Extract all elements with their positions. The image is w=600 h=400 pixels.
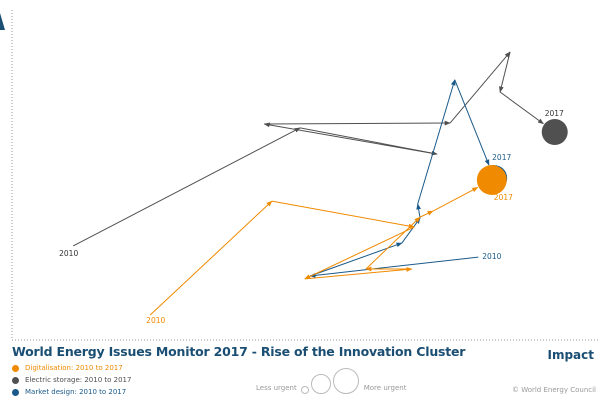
end-year-label: 2017	[494, 193, 513, 202]
trajectory-segment	[72, 127, 301, 247]
trajectory-segment	[401, 217, 421, 244]
legend-dot-icon	[12, 364, 19, 372]
legend-item-market-design: Market design: 2010 to 2017	[12, 386, 131, 398]
start-year-label: 2010	[482, 252, 501, 261]
end-bubble	[541, 119, 568, 145]
legend-dot-icon	[12, 388, 19, 396]
end-bubble	[476, 165, 507, 195]
trajectory-segment	[264, 120, 451, 126]
legend-label: Market design: 2010 to 2017	[25, 388, 127, 396]
legend-item-digitalisation: Digitalisation: 2010 to 2017	[12, 362, 131, 374]
chart-title: World Energy Issues Monitor 2017 - Rise …	[12, 344, 466, 359]
trajectory-segment	[263, 122, 438, 155]
series-1: 2010 2017	[59, 51, 568, 258]
end-year-label: 2017	[492, 153, 511, 162]
legend-label: Digitalisation: 2010 to 2017	[25, 364, 123, 372]
large-circle-icon	[332, 368, 359, 394]
legend-label: Electric storage: 2010 to 2017	[25, 376, 132, 384]
legend-dot-icon	[12, 376, 19, 384]
trajectory-segment	[499, 91, 544, 125]
start-year-label: 2010	[146, 316, 165, 325]
trajectory-segment	[416, 203, 421, 219]
series-0: 2010 2017	[146, 165, 513, 325]
trajectory-segment	[419, 210, 434, 218]
trajectory-segment	[449, 51, 511, 124]
trajectory-segment	[417, 79, 456, 205]
trajectory-segment	[271, 200, 415, 229]
trajectory-segment	[304, 267, 413, 280]
legend: Digitalisation: 2010 to 2017 Electric st…	[12, 362, 131, 398]
copyright: © World Energy Council	[511, 386, 596, 394]
trajectory-segment	[365, 216, 421, 270]
trajectory-segment	[309, 256, 479, 278]
size-legend: Less urgent More urgent	[256, 368, 406, 394]
trajectory-segment	[499, 51, 511, 93]
trajectory-segment	[149, 200, 273, 316]
size-legend-less: Less urgent	[256, 384, 297, 392]
size-legend-more: More urgent	[363, 384, 407, 392]
medium-circle-icon	[310, 374, 331, 394]
trajectory-segment	[454, 79, 490, 166]
x-axis-label: Impact	[547, 348, 594, 362]
trajectory-segment	[309, 242, 403, 277]
start-year-label: 2010	[59, 249, 78, 258]
small-circle-icon	[300, 386, 309, 394]
end-year-label: 2017	[545, 109, 564, 118]
legend-item-electric-storage: Electric storage: 2010 to 2017	[12, 374, 131, 386]
trajectory-segment	[432, 187, 479, 212]
trajectory-segment	[304, 226, 415, 280]
y-axis-arrow-icon	[0, 13, 5, 30]
